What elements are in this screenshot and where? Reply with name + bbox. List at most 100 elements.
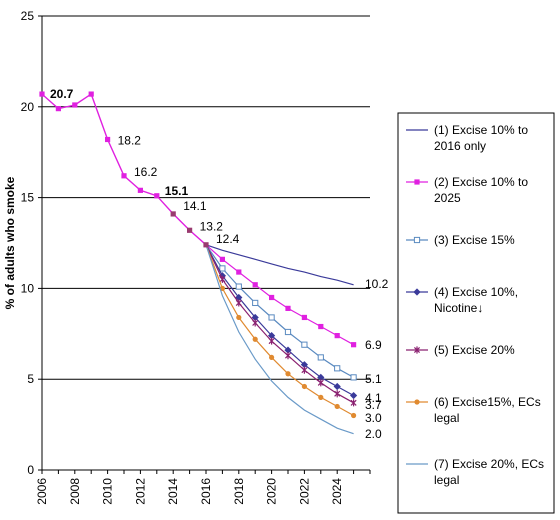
historical-point: [154, 193, 160, 199]
series-line-5: [205, 244, 354, 404]
series-line-3: [205, 244, 354, 378]
legend-label-6: legal: [434, 411, 459, 425]
data-label: 15.1: [165, 184, 189, 198]
series-3-point: [219, 265, 226, 272]
series-4-point: [218, 272, 226, 280]
series-2-point: [219, 256, 225, 262]
series-6-point: [219, 285, 225, 291]
y-tick-label: 25: [21, 9, 35, 23]
end-value-label: 2.0: [365, 427, 382, 441]
legend-label-4: Nicotine↓: [434, 301, 483, 315]
y-tick-label: 15: [21, 191, 35, 205]
series-3-point: [317, 354, 324, 361]
series-5-point: [268, 337, 275, 345]
y-tick-label: 5: [27, 372, 34, 386]
series-4-point: [317, 373, 325, 381]
y-axis-title: % of adults who smoke: [3, 176, 17, 309]
series-2-point: [269, 294, 275, 301]
x-tick-label: 2008: [68, 478, 82, 505]
legend-label-6: (6) Excise15%, ECs: [434, 395, 541, 409]
end-value-label: 4.1: [365, 391, 382, 405]
historical-line: [41, 93, 207, 246]
series-5-point: [301, 366, 308, 374]
data-label: 16.2: [134, 165, 158, 179]
series-6-point: [318, 394, 324, 400]
series-2-point: [351, 342, 357, 348]
series-3-point: [268, 314, 275, 321]
series-3-point: [350, 374, 357, 381]
legend-marker-3: [413, 236, 421, 244]
series-6-point: [252, 336, 258, 342]
series-line-2: [205, 244, 354, 346]
legend-label-2: (2) Excise 10% to: [434, 175, 528, 189]
series-5-point: [284, 351, 292, 360]
series-4-point: [251, 313, 259, 322]
series-3-point: [301, 341, 308, 348]
end-value-label: 10.2: [365, 277, 389, 291]
series-2-point: [236, 269, 242, 275]
x-tick-label: 2006: [35, 478, 49, 505]
series-6-point: [269, 354, 275, 361]
series-2-point: [285, 305, 291, 311]
legend-marker-6: [414, 399, 420, 405]
series-3-point: [235, 283, 242, 290]
series-6-point: [301, 383, 307, 390]
series-5-point: [252, 319, 259, 327]
historical-point: [88, 91, 94, 97]
historical-point: [203, 242, 209, 248]
end-value-label: 5.1: [365, 372, 382, 386]
series-2-point: [252, 282, 258, 288]
series-5-point: [235, 299, 242, 307]
series-line-7: [205, 244, 354, 435]
series-6-point: [351, 412, 357, 419]
historical-point: [105, 136, 111, 143]
x-tick-label: 2012: [133, 478, 147, 505]
series-5-point: [350, 399, 357, 407]
data-label: 20.7: [50, 87, 74, 101]
legend-marker-5: [413, 346, 421, 354]
x-tick-label: 2010: [101, 478, 115, 505]
series-2-point: [301, 314, 307, 321]
series-2-point: [334, 333, 340, 339]
historical-point: [55, 106, 61, 112]
legend-label-4: (4) Excise 10%,: [434, 285, 518, 299]
legend-box: [397, 112, 555, 514]
legend-marker-4: [413, 288, 421, 296]
historical-point: [39, 91, 45, 97]
series-6-point: [236, 314, 242, 321]
end-value-label: 3.0: [365, 411, 382, 425]
data-label: 13.2: [200, 219, 224, 233]
series-4-point: [284, 346, 292, 354]
series-6-point: [334, 403, 340, 410]
legend-label-7: legal: [434, 473, 459, 487]
historical-point: [170, 211, 176, 217]
end-value-label: 3.7: [365, 398, 382, 412]
series-5-point: [334, 390, 341, 398]
end-value-label: 6.9: [365, 338, 382, 352]
series-4-point: [300, 361, 308, 369]
series-line-1: [205, 244, 354, 286]
series-2-point: [318, 323, 324, 330]
legend-label-1: (1) Excise 10% to: [434, 123, 528, 137]
historical-point: [187, 227, 193, 233]
legend-label-2: 2025: [434, 191, 461, 205]
x-tick-label: 2016: [199, 478, 213, 505]
series-6-point: [285, 371, 291, 377]
legend-label-1: 2016 only: [434, 139, 486, 153]
series-line-6: [205, 244, 354, 417]
historical-point: [72, 102, 78, 108]
data-label: 18.2: [118, 133, 142, 147]
data-label: 12.4: [216, 232, 240, 246]
historical-point: [137, 187, 143, 193]
series-5-point: [317, 379, 324, 387]
series-3-point: [334, 365, 341, 372]
legend-label-7: (7) Excise 20%, ECs: [434, 457, 544, 471]
x-tick-label: 2024: [330, 478, 344, 505]
series-4-point: [268, 332, 276, 340]
x-tick-label: 2014: [166, 478, 180, 505]
series-3-point: [252, 299, 259, 307]
series-5-point: [219, 275, 226, 283]
series-4-point: [333, 382, 341, 391]
